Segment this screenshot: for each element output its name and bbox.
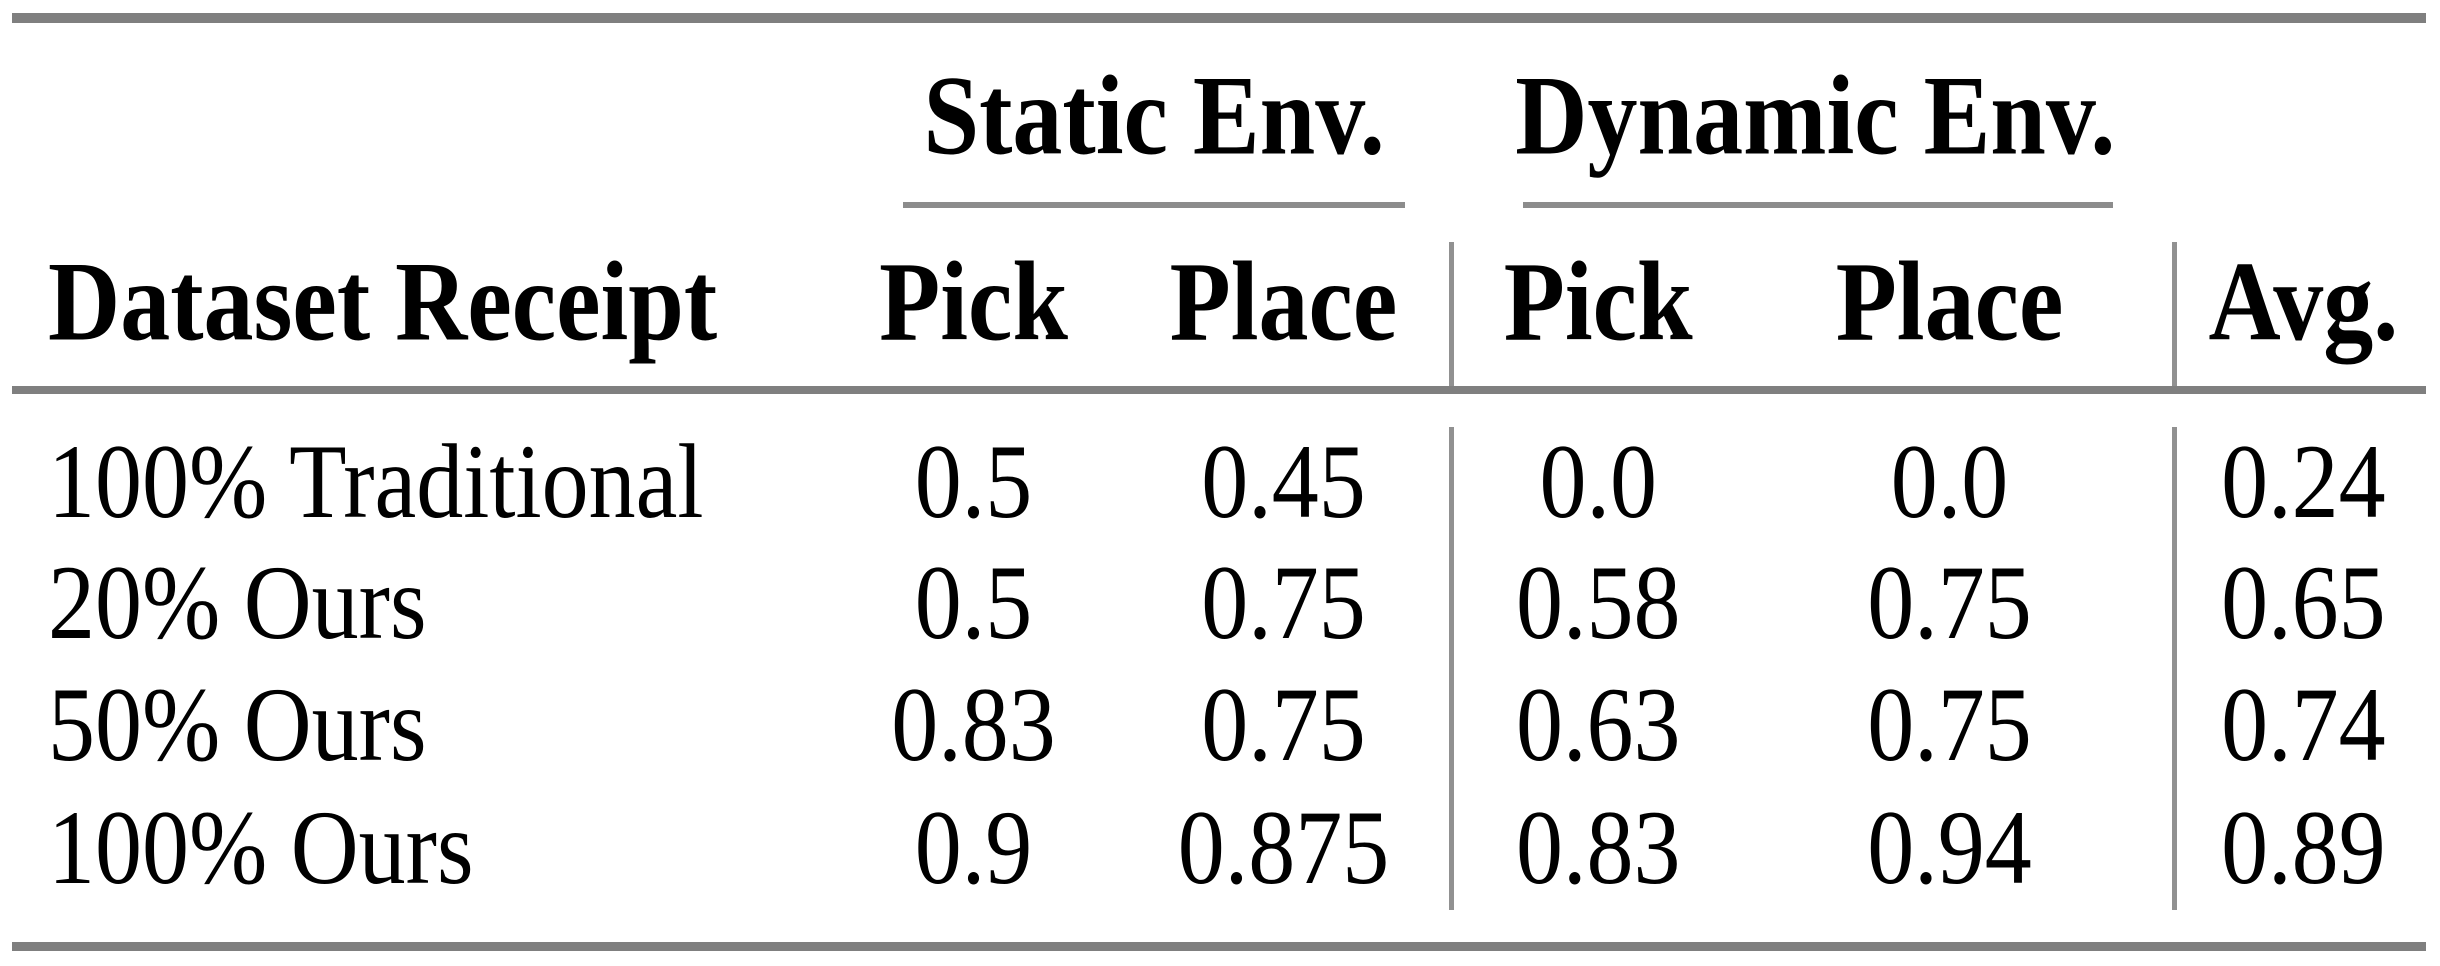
table-cell: 0.63	[1515, 666, 1681, 784]
column-header-dataset-receipt: Dataset Receipt	[48, 238, 718, 365]
bottom-rule	[12, 942, 2426, 951]
column-separator-2-body	[2171, 427, 2177, 910]
table-cell: 0.75	[1201, 544, 1366, 662]
group-header-static-env: Static Env.	[923, 52, 1385, 179]
cmidrule-dynamic	[1522, 202, 2114, 208]
table-cell: 0.9	[914, 789, 1033, 907]
column-header-avg: Avg.	[2208, 238, 2399, 365]
column-header-static-pick: Pick	[879, 238, 1068, 365]
column-separator-1-header	[1449, 242, 1455, 386]
table-cell: 0.75	[1867, 544, 2032, 662]
table-cell: 0.5	[914, 423, 1033, 541]
table-cell: 0.89	[2221, 789, 2386, 907]
cmidrule-static	[902, 202, 1406, 208]
table-cell: 0.45	[1201, 423, 1366, 541]
table-cell: 0.75	[1867, 666, 2032, 784]
table-cell: 0.0	[1539, 423, 1657, 541]
column-separator-1-body	[1449, 427, 1455, 910]
table-cell: 0.83	[891, 666, 1056, 784]
table-cell: 0.58	[1515, 544, 1681, 662]
group-header-dynamic-env: Dynamic Env.	[1515, 52, 2116, 179]
column-header-dynamic-pick: Pick	[1503, 238, 1693, 365]
table-cell: 0.74	[2221, 666, 2386, 784]
header-separator-rule	[12, 386, 2426, 394]
row-label: 50% Ours	[48, 666, 427, 784]
row-label: 100% Ours	[48, 789, 474, 907]
row-label: 100% Traditional	[48, 423, 704, 541]
top-rule	[12, 13, 2426, 23]
table-cell: 0.75	[1201, 666, 1366, 784]
table-cell: 0.0	[1890, 423, 2009, 541]
row-label: 20% Ours	[48, 544, 427, 662]
column-separator-2-header	[2171, 242, 2177, 386]
column-header-dynamic-place: Place	[1835, 238, 2064, 365]
table-cell: 0.94	[1867, 789, 2032, 907]
table-cell: 0.83	[1515, 789, 1681, 907]
column-header-static-place: Place	[1169, 238, 1398, 365]
table-cell: 0.5	[914, 544, 1033, 662]
table-cell: 0.24	[2221, 423, 2386, 541]
table-cell: 0.65	[2221, 544, 2386, 662]
table-cell: 0.875	[1177, 789, 1390, 907]
